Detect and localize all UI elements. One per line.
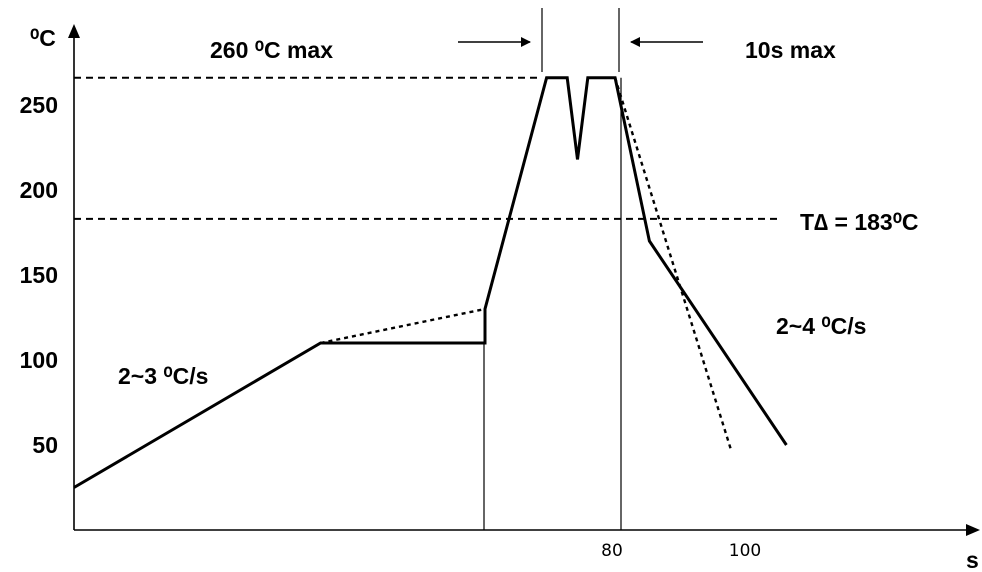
y-axis-arrow	[68, 24, 80, 38]
y-tick-250: 250	[20, 92, 58, 118]
x-tick-100: 100	[729, 541, 761, 561]
y-tick-150: 150	[20, 262, 58, 288]
cooling-alt-dotted-line	[613, 77, 733, 453]
y-tick-100: 100	[20, 347, 58, 373]
reflow-profile-solid-line	[73, 76, 788, 489]
y-tick-50: 50	[32, 432, 58, 458]
x-unit-label: s	[966, 547, 979, 572]
y-tick-200: 200	[20, 177, 58, 203]
x-tick-80: 80	[601, 541, 623, 561]
annotation-ramp-up: 2~3 ⁰C/s	[118, 363, 208, 389]
annotation-time-max: 10s max	[745, 37, 836, 63]
y-unit-label: ⁰C	[30, 25, 56, 51]
annotation-ramp-down: 2~4 ⁰C/s	[776, 313, 866, 339]
x-axis-arrow	[966, 524, 980, 536]
annotation-liquidus: T∆ = 183⁰C	[800, 209, 919, 235]
annotation-max-temp: 260 ⁰C max	[210, 37, 333, 63]
preheat-alt-dotted-line	[320, 307, 486, 345]
